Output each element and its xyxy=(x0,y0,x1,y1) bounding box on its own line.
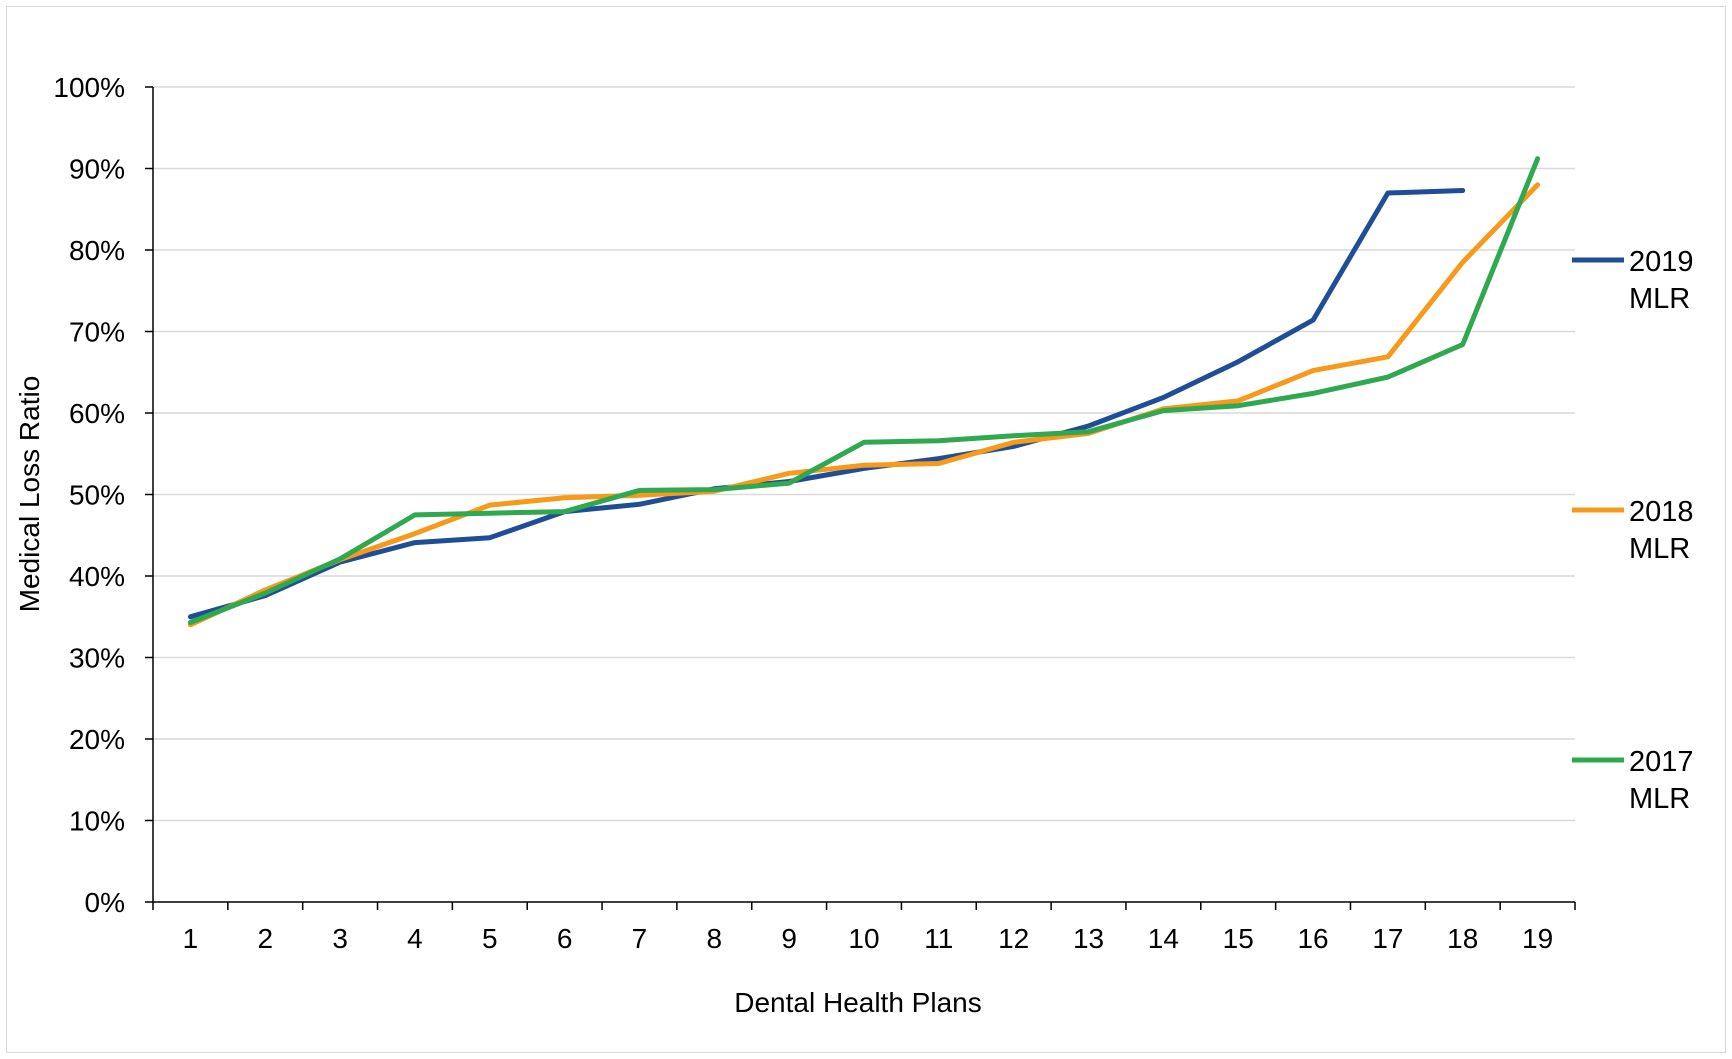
y-tick-label: 80% xyxy=(69,235,125,266)
x-tick-label: 1 xyxy=(183,923,199,954)
legend-entry-1[interactable]: 2018 MLR xyxy=(1572,496,1694,565)
x-tick-labels: 1 2 3 4 5 6 7 8 9 10 11 12 13 14 15 16 17 18 19 xyxy=(183,923,1554,954)
y-tick-label: 60% xyxy=(69,398,125,429)
series-line-2 xyxy=(187,156,1541,625)
x-tick-label: 14 xyxy=(1148,923,1179,954)
legend-label: 2019 xyxy=(1629,246,1694,278)
x-tick-label: 18 xyxy=(1447,923,1478,954)
legend[interactable]: 2019 MLR 2018 MLR 2017 MLR xyxy=(1572,246,1694,815)
x-axis-title: Dental Health Plans xyxy=(734,987,981,1018)
gridlines xyxy=(153,86,1575,822)
x-tick-label: 16 xyxy=(1297,923,1328,954)
y-tick-label: 10% xyxy=(69,806,125,837)
chart-frame xyxy=(6,6,1726,1053)
y-tick-label: 30% xyxy=(69,643,125,674)
axes xyxy=(145,86,1576,910)
y-tick-label: 90% xyxy=(69,154,125,185)
x-tick-label: 3 xyxy=(332,923,348,954)
y-tick-label: 50% xyxy=(69,480,125,511)
y-tick-label: 70% xyxy=(69,317,125,348)
legend-entry-0[interactable]: 2019 MLR xyxy=(1572,246,1694,315)
x-tick-label: 4 xyxy=(407,923,423,954)
series-lines xyxy=(187,156,1541,628)
series-line-0 xyxy=(187,188,1466,620)
y-tick-label: 100% xyxy=(53,72,125,103)
x-tick-label: 9 xyxy=(781,923,797,954)
y-tick-label: 0% xyxy=(85,887,125,918)
legend-label: 2017 xyxy=(1629,746,1694,778)
y-tick-label: 40% xyxy=(69,561,125,592)
x-tick-label: 6 xyxy=(557,923,573,954)
y-axis-title: Medical Loss Ratio xyxy=(14,376,45,613)
x-tick-label: 12 xyxy=(998,923,1029,954)
x-tick-label: 13 xyxy=(1073,923,1104,954)
legend-entry-2[interactable]: 2017 MLR xyxy=(1572,746,1694,815)
y-tick-labels: 0% 10% 20% 30% 40% 50% 60% 70% 80% 90% 100% xyxy=(53,72,125,918)
x-tick-label: 2 xyxy=(257,923,273,954)
x-tick-label: 19 xyxy=(1522,923,1553,954)
legend-label: MLR xyxy=(1629,533,1690,565)
x-tick-label: 8 xyxy=(707,923,723,954)
x-tick-label: 10 xyxy=(848,923,879,954)
x-tick-label: 15 xyxy=(1223,923,1254,954)
series-line-1 xyxy=(187,182,1541,628)
x-tick-label: 7 xyxy=(632,923,648,954)
legend-label: 2018 xyxy=(1629,496,1694,528)
x-tick-label: 5 xyxy=(482,923,498,954)
x-tick-label: 11 xyxy=(924,923,953,954)
legend-label: MLR xyxy=(1629,783,1690,815)
y-tick-label: 20% xyxy=(69,724,125,755)
x-tick-label: 17 xyxy=(1372,923,1403,954)
legend-label: MLR xyxy=(1629,283,1690,315)
